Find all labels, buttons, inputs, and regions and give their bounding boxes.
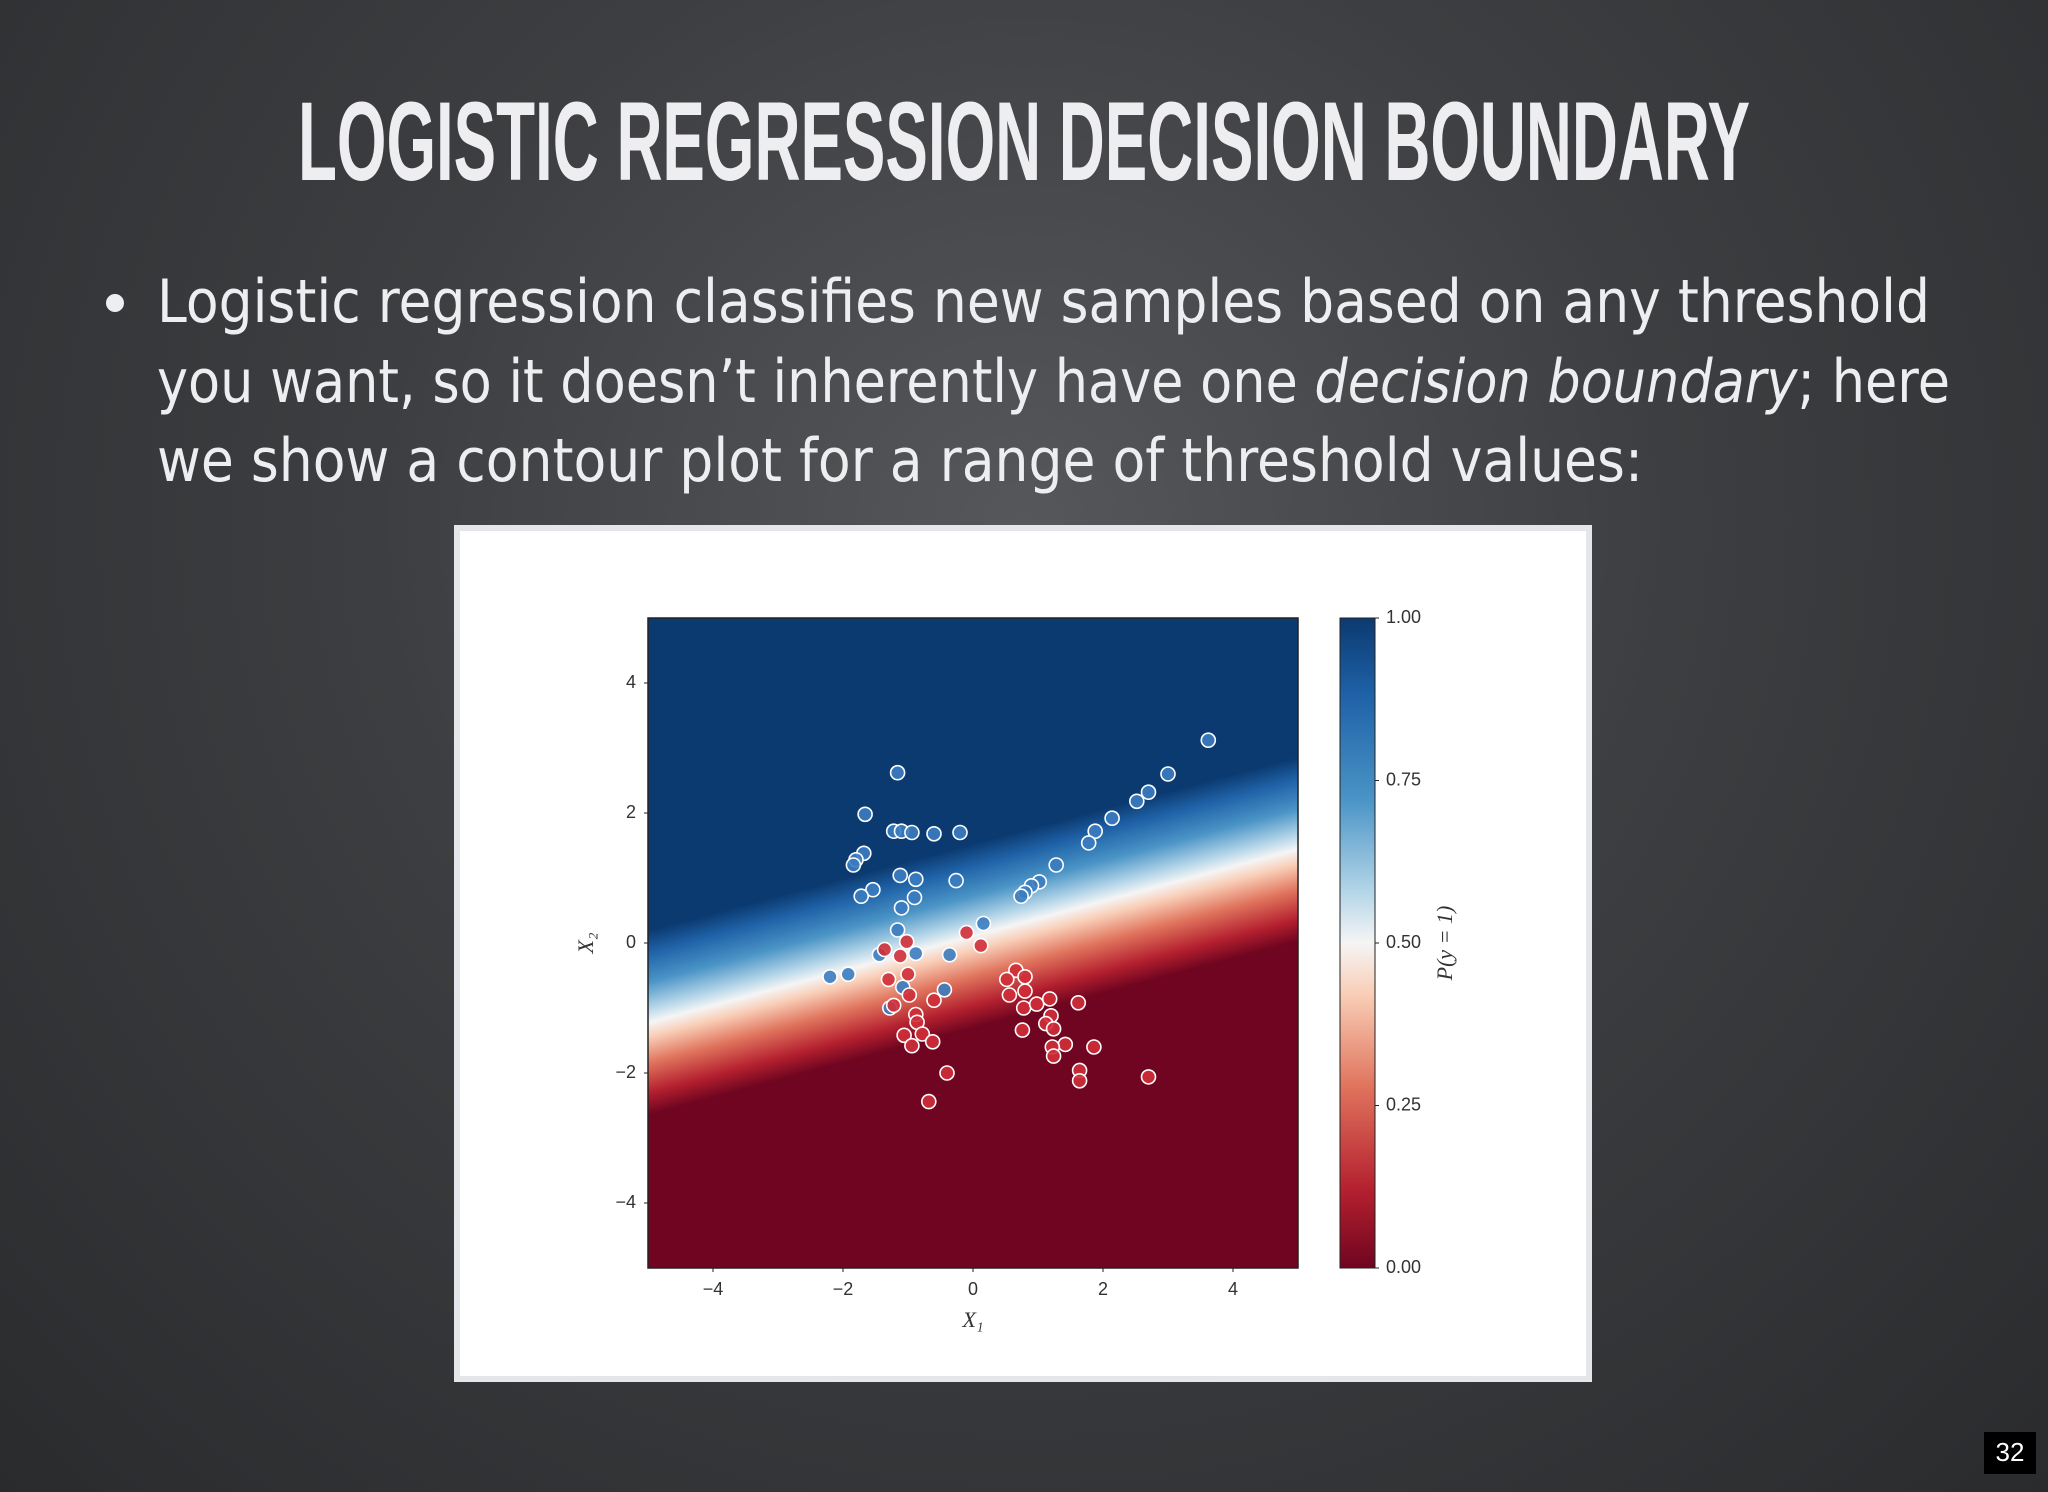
- y-tick-label: 2: [626, 802, 636, 822]
- text: you want, so it doesn’t inherently have …: [157, 347, 1314, 417]
- point: [900, 966, 916, 983]
- text: Logistic regression classifies new sampl…: [157, 267, 1930, 337]
- y-tick-label: −2: [615, 1062, 636, 1082]
- point: [941, 946, 958, 963]
- point: [926, 992, 942, 1009]
- page-number-box: [1984, 1432, 2036, 1474]
- colorbar-label: P(y = 1): [1432, 906, 1457, 982]
- point: [853, 888, 870, 905]
- point: [1045, 1021, 1062, 1037]
- emphasis: decision boundary: [1314, 347, 1798, 417]
- point: [840, 966, 857, 983]
- points: [822, 732, 1217, 1110]
- point: [1080, 835, 1097, 851]
- text: ; here: [1797, 347, 1950, 417]
- point: [857, 806, 873, 823]
- point: [1104, 810, 1120, 827]
- point: [952, 824, 968, 841]
- point: [1001, 987, 1018, 1003]
- point: [880, 971, 897, 988]
- point: [904, 824, 920, 841]
- point: [958, 924, 975, 941]
- point: [906, 889, 923, 906]
- point: [1057, 1036, 1074, 1053]
- y-axis-label: X₂: [573, 932, 598, 954]
- point: [885, 997, 902, 1014]
- point: [1071, 1073, 1088, 1089]
- point: [907, 871, 924, 888]
- bullet-line: we show a contour plot for a range of th…: [157, 426, 1643, 496]
- point: [1045, 1048, 1062, 1064]
- bullet-dot: [106, 294, 124, 312]
- point: [1200, 732, 1217, 749]
- bullet-line: Logistic regression classifies new sampl…: [157, 267, 1930, 337]
- point: [1087, 823, 1103, 840]
- point: [975, 915, 992, 932]
- point: [865, 881, 881, 898]
- colorbar: [1339, 617, 1376, 1269]
- point: [904, 1037, 920, 1054]
- colorbar-tick-label: 0.25: [1386, 1094, 1421, 1114]
- point: [892, 948, 909, 964]
- x-tick-label: 2: [1098, 1279, 1108, 1299]
- point: [889, 922, 906, 938]
- x-tick-label: 0: [968, 1279, 978, 1299]
- point: [1086, 1039, 1102, 1055]
- point: [892, 867, 909, 884]
- point: [889, 764, 906, 781]
- x-tick-label: −2: [833, 1279, 854, 1299]
- bullet-text: Logistic regression classifies new sampl…: [157, 267, 1950, 496]
- point: [1017, 983, 1033, 999]
- point: [896, 1027, 912, 1044]
- colorbar-tick-label: 0.75: [1386, 769, 1421, 789]
- point: [936, 981, 953, 998]
- point: [1160, 766, 1176, 782]
- point: [972, 937, 989, 954]
- point: [1013, 888, 1029, 905]
- point: [948, 872, 964, 889]
- y-tick-label: −4: [615, 1192, 636, 1212]
- point: [1015, 1000, 1032, 1016]
- point: [893, 900, 910, 916]
- probability-field: [648, 618, 1298, 1268]
- point: [924, 1034, 941, 1050]
- point: [926, 825, 942, 842]
- y-tick-label: 0: [626, 932, 636, 952]
- colorbar-tick-label: 0.00: [1386, 1257, 1421, 1277]
- point: [845, 857, 862, 873]
- slide-title: LOGISTIC REGRESSION DECISION BOUNDARY: [298, 79, 1750, 204]
- point: [1129, 793, 1145, 810]
- point: [898, 933, 915, 950]
- x-tick-label: 4: [1228, 1279, 1238, 1299]
- point: [939, 1065, 955, 1081]
- point: [1140, 1069, 1157, 1085]
- x-tick-label: −4: [703, 1279, 724, 1299]
- point: [920, 1093, 937, 1110]
- bullet-line: you want, so it doesn’t inherently have …: [157, 347, 1950, 417]
- colorbar-tick-label: 0.50: [1386, 932, 1421, 952]
- point: [998, 971, 1015, 988]
- page-number: 32: [1996, 1437, 2025, 1467]
- point: [907, 945, 924, 962]
- point: [822, 968, 838, 985]
- point: [1014, 1022, 1031, 1038]
- y-tick-label: 4: [626, 672, 636, 692]
- text: we show a contour plot for a range of th…: [157, 426, 1643, 496]
- colorbar-tick-label: 1.00: [1386, 607, 1421, 627]
- point: [1028, 996, 1045, 1012]
- x-axis-label: X₁: [961, 1307, 983, 1332]
- point: [1041, 991, 1058, 1007]
- point: [1048, 857, 1064, 873]
- point: [1017, 968, 1033, 985]
- point: [1140, 784, 1157, 801]
- point: [1070, 994, 1087, 1011]
- point: [876, 941, 893, 958]
- point: [914, 1026, 931, 1042]
- point: [901, 987, 918, 1003]
